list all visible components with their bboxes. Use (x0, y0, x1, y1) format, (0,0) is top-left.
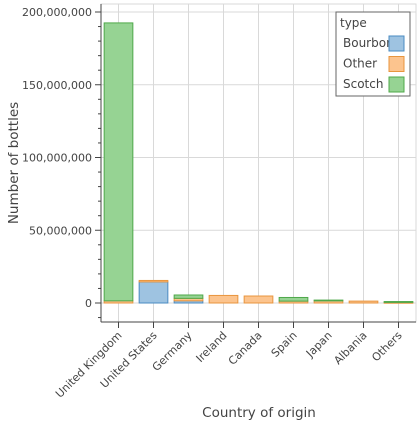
x-axis-title: Country of origin (202, 405, 316, 421)
y-axis-title: Number of bottles (6, 102, 22, 224)
legend-label-scotch: Scotch (343, 77, 383, 91)
legend-label-other: Other (343, 57, 377, 71)
bars (103, 22, 414, 304)
legend-swatch-other (388, 56, 405, 72)
bar-other (138, 279, 169, 283)
legend: type Bourbon Other Scotch (335, 11, 411, 97)
y-tick-label: 100,000,000 (22, 152, 92, 165)
bar-other (208, 294, 239, 304)
bar-scotch (383, 301, 414, 303)
y-ticks: 0 50,000,000 100,000,000 150,000,000 200,000… (22, 6, 101, 319)
y-tick-label: 50,000,000 (29, 224, 92, 237)
bar-other (348, 300, 379, 304)
legend-swatch-scotch (388, 76, 405, 93)
legend-swatch-bourbon (388, 35, 405, 52)
bar-scotch (173, 294, 204, 299)
legend-label-bourbon: Bourbon (343, 36, 394, 50)
bar-bourbon (138, 281, 169, 304)
bar-scotch (278, 296, 309, 302)
bar-scotch (103, 22, 134, 302)
bar-other (243, 295, 274, 304)
bar-scotch (313, 299, 344, 302)
y-tick-label: 200,000,000 (22, 6, 92, 19)
legend-title: type (340, 16, 367, 30)
y-tick-label: 150,000,000 (22, 79, 92, 92)
y-tick-label: 0 (85, 297, 92, 310)
